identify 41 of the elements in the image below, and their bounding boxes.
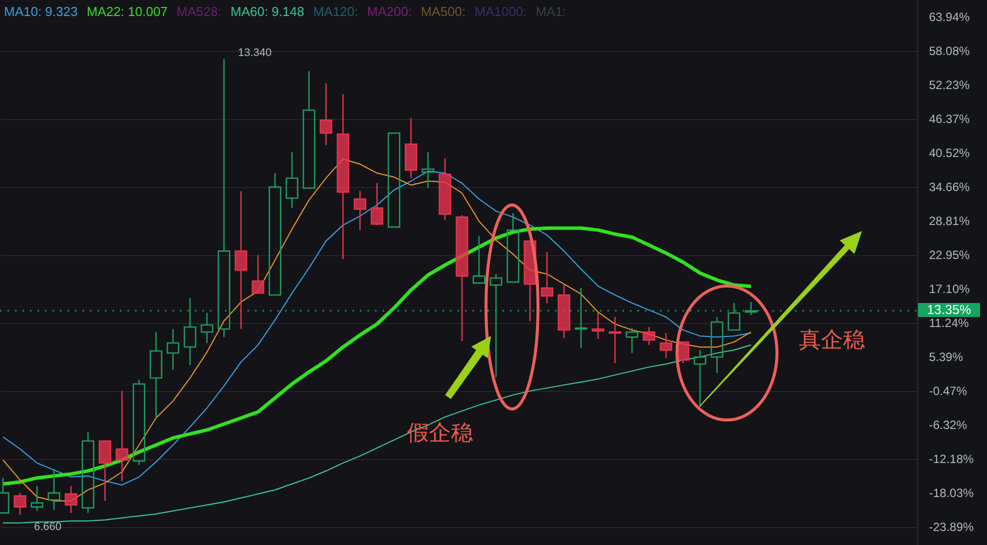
legend-label: MA528: [176,4,222,19]
annotation: 13.340 [238,47,272,60]
y-tick-label: 11.24% [929,316,970,330]
candlestick [234,190,248,330]
text: MA22: 10.007 [86,4,168,19]
y-tick-label: 5.39% [929,350,964,364]
candlestick [320,82,332,146]
candlestick [286,151,298,209]
y-tick-label: -12.18% [929,452,974,466]
y-tick-label: -18.03% [929,486,974,500]
y-tick-label: 17.10% [929,282,970,296]
candlestick [422,151,434,189]
legend-label: MA200: [367,4,412,19]
candlestick [608,316,622,364]
y-tick-label: 46.37% [929,112,970,126]
line-series [1,226,753,486]
y-tick-label: -0.47% [929,384,968,398]
candlestick [166,328,180,371]
legend-label: MA500: [420,4,466,19]
y-tick-label: 40.52% [929,146,970,160]
candlestick [150,331,162,418]
annotation: 6.660 [34,520,62,533]
candlestick [200,312,214,344]
y-tick-label: 34.66% [929,180,970,194]
ref-line-label: 13.35% [918,302,980,317]
y-tick-label: 58.08% [929,44,970,58]
y-tick-label: 52.23% [929,78,970,92]
text: MA10: 9.323 [4,4,78,19]
y-tick-label: -23.89% [929,520,974,534]
text: MA60: 9.148 [230,4,304,19]
legend-label: MA120: [313,4,358,19]
y-tick-label: 22.95% [929,248,970,262]
annotation: 假企稳 [407,421,473,446]
legend-label: MA1000: [474,4,527,19]
y-tick-label: -6.32% [929,418,968,432]
text: 真企稳 [799,328,865,354]
y-tick-label: 28.81% [929,214,970,228]
candlestick [336,93,350,260]
y-tick-label: 63.94% [929,10,970,24]
candlestick [116,390,128,482]
candlestick [48,468,60,511]
